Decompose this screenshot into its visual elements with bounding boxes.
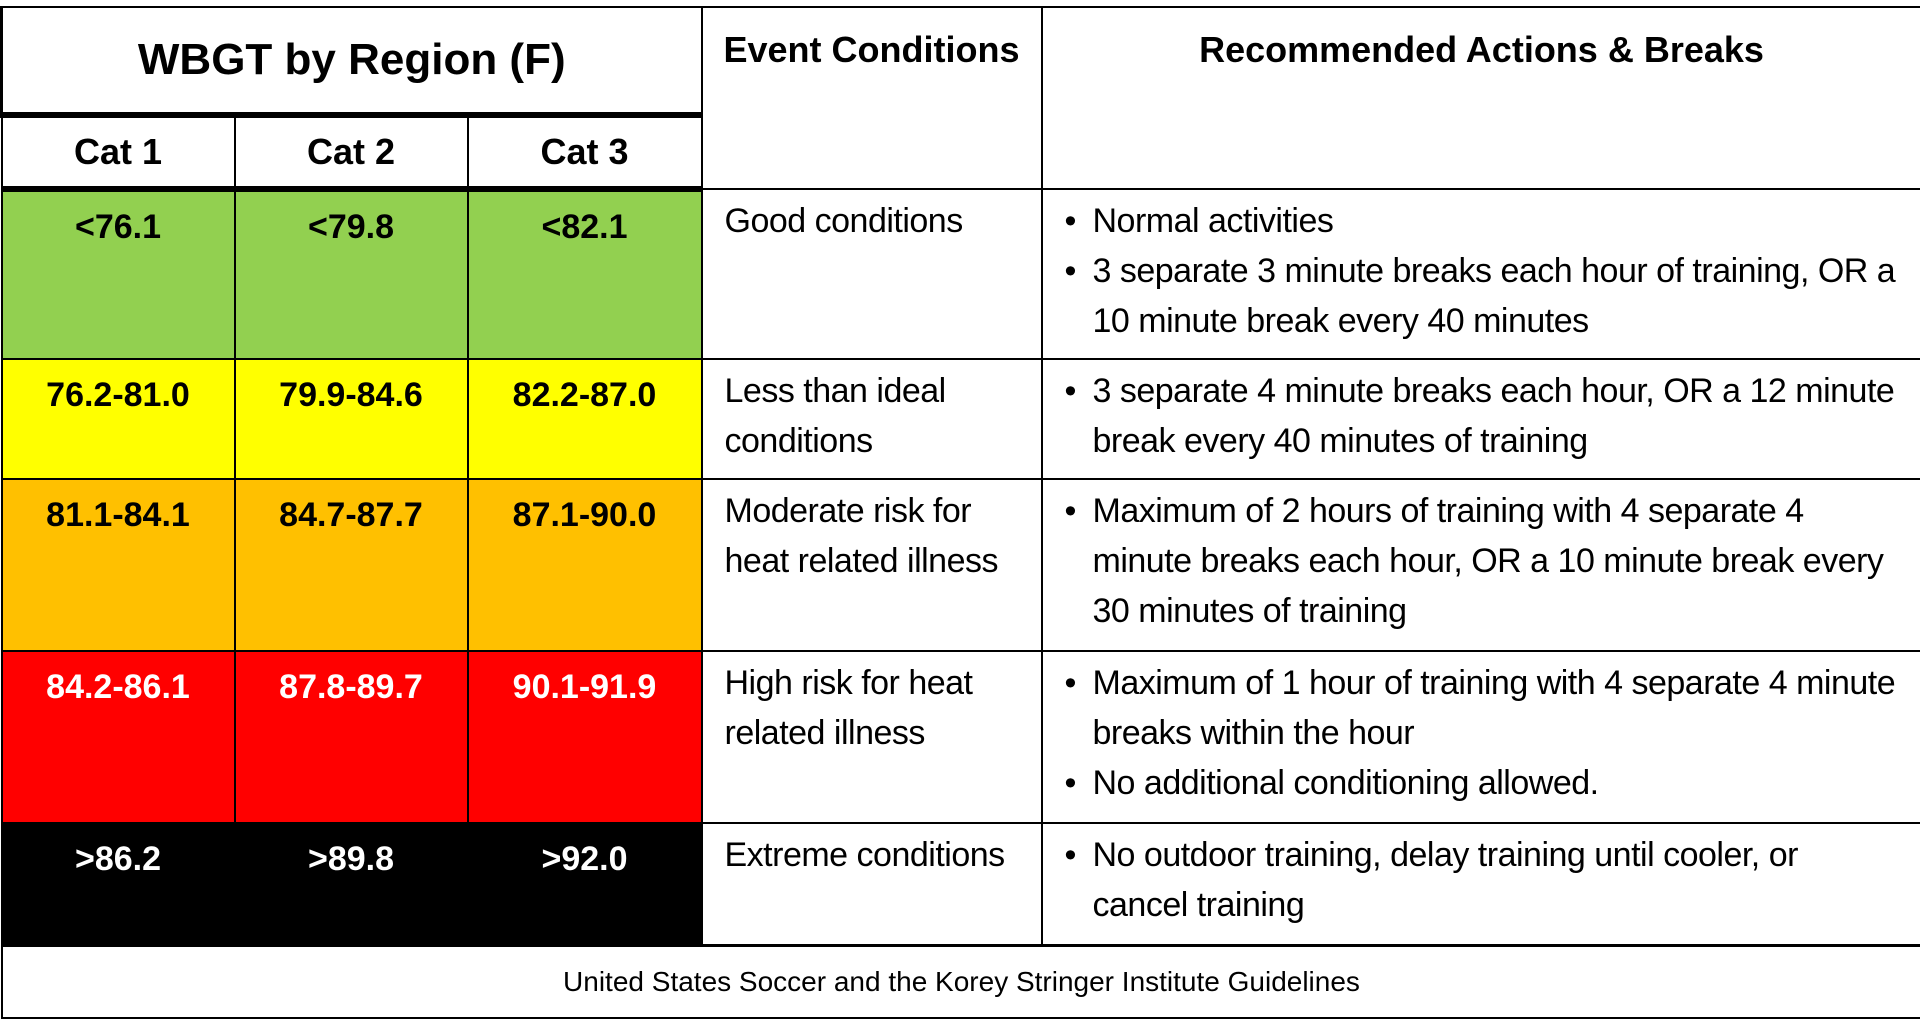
event-condition: Good conditions <box>700 188 1043 360</box>
wbgt-value-cat3: >92.0 <box>466 822 703 946</box>
action-item: No outdoor training, delay training unti… <box>1061 830 1901 930</box>
wbgt-region-title: WBGT by Region (F) <box>0 6 703 118</box>
wbgt-value-cat2: >89.8 <box>233 822 469 946</box>
wbgt-value-cat2: 87.8-89.7 <box>233 650 469 824</box>
event-condition: Extreme conditions <box>700 822 1043 946</box>
risk-row-less-than-ideal: 76.2-81.0 79.9-84.6 82.2-87.0 Less than … <box>0 358 1920 480</box>
action-item: 3 separate 3 minute breaks each hour of … <box>1061 246 1901 346</box>
wbgt-value-cat2: <79.8 <box>233 188 469 360</box>
recommended-actions: 3 separate 4 minute breaks each hour, OR… <box>1040 358 1920 480</box>
risk-row-moderate: 81.1-84.1 84.7-87.7 87.1-90.0 Moderate r… <box>0 478 1920 652</box>
risk-row-extreme: >86.2 >89.8 >92.0 Extreme conditions No … <box>0 822 1920 946</box>
category-header-row: Cat 1 Cat 2 Cat 3 <box>0 114 1920 192</box>
event-conditions-header: Event Conditions <box>700 6 1043 190</box>
action-item: Normal activities <box>1061 196 1901 246</box>
recommended-actions: Maximum of 2 hours of training with 4 se… <box>1040 478 1920 652</box>
recommended-actions: No outdoor training, delay training unti… <box>1040 822 1920 946</box>
wbgt-value-cat1: >86.2 <box>0 822 236 946</box>
action-item: No additional conditioning allowed. <box>1061 758 1901 808</box>
event-condition: High risk for heat related illness <box>700 650 1043 824</box>
wbgt-value-cat1: 81.1-84.1 <box>0 478 236 652</box>
recommended-actions-header: Recommended Actions & Breaks <box>1040 6 1920 190</box>
action-item: 3 separate 4 minute breaks each hour, OR… <box>1061 366 1901 466</box>
wbgt-value-cat3: 90.1-91.9 <box>466 650 703 824</box>
action-item: Maximum of 1 hour of training with 4 sep… <box>1061 658 1901 758</box>
category-header-3: Cat 3 <box>466 114 703 192</box>
recommended-actions: Maximum of 1 hour of training with 4 sep… <box>1040 650 1920 824</box>
event-condition: Moderate risk for heat related illness <box>700 478 1043 652</box>
category-header-2: Cat 2 <box>233 114 469 192</box>
wbgt-value-cat2: 84.7-87.7 <box>233 478 469 652</box>
event-condition: Less than ideal conditions <box>700 358 1043 480</box>
risk-row-high: 84.2-86.1 87.8-89.7 90.1-91.9 High risk … <box>0 650 1920 824</box>
wbgt-value-cat3: 82.2-87.0 <box>466 358 703 480</box>
risk-row-good: <76.1 <79.8 <82.1 Good conditions Normal… <box>0 188 1920 360</box>
wbgt-value-cat3: <82.1 <box>466 188 703 360</box>
wbgt-value-cat1: 84.2-86.1 <box>0 650 236 824</box>
wbgt-value-cat1: <76.1 <box>0 188 236 360</box>
header-row: WBGT by Region (F) Event Conditions Reco… <box>0 6 1920 190</box>
wbgt-value-cat3: 87.1-90.0 <box>466 478 703 652</box>
wbgt-value-cat2: 79.9-84.6 <box>233 358 469 480</box>
wbgt-value-cat1: 76.2-81.0 <box>0 358 236 480</box>
action-item: Maximum of 2 hours of training with 4 se… <box>1061 486 1901 636</box>
category-header-1: Cat 1 <box>0 114 236 192</box>
recommended-actions: Normal activities 3 separate 3 minute br… <box>1040 188 1920 360</box>
footer-row: United States Soccer and the Korey Strin… <box>0 943 1920 1019</box>
wbgt-guidelines-table: WBGT by Region (F) Event Conditions Reco… <box>0 6 1920 1019</box>
source-footer: United States Soccer and the Korey Strin… <box>0 943 1920 1019</box>
